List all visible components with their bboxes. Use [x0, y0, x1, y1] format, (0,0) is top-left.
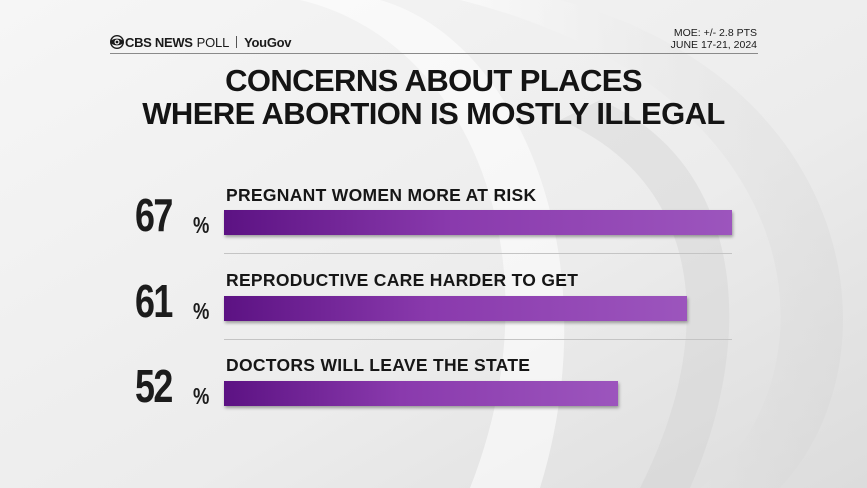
bar-pregnant-women — [224, 210, 732, 235]
category-label-doctors-leave: DOCTORS WILL LEAVE THE STATE — [226, 355, 531, 375]
poll-info: MOE: +/- 2.8 PTS JUNE 17-21, 2024 — [671, 27, 757, 51]
bar-doctors-leave — [224, 381, 618, 406]
data-label-doctors-leave: 52 % — [135, 357, 213, 409]
brand-poll: POLL — [196, 34, 230, 50]
value-label: 67 — [135, 189, 173, 241]
data-label-pregnant-women: 67 % — [135, 186, 213, 238]
bar-reproductive-care — [224, 296, 687, 321]
chart-title-line-1: CONCERNS ABOUT PLACES — [225, 63, 642, 98]
value-label: 52 — [135, 360, 173, 412]
row-divider — [224, 339, 732, 340]
value-label: 61 — [135, 275, 173, 327]
percent-sign: % — [193, 298, 210, 324]
brand-logo: CBS NEWS POLL YouGov — [110, 34, 292, 50]
chart-title-line-2: WHERE ABORTION IS MOSTLY ILLEGAL — [142, 96, 725, 131]
category-label-reproductive-care: REPRODUCTIVE CARE HARDER TO GET — [226, 270, 579, 290]
cbs-eye-icon — [110, 35, 124, 49]
brand-divider — [236, 36, 238, 48]
percent-sign: % — [193, 383, 210, 409]
header-divider — [110, 53, 758, 54]
poll-dates: JUNE 17-21, 2024 — [670, 39, 757, 51]
row-divider — [224, 253, 732, 254]
brand-network: CBS NEWS — [125, 34, 193, 50]
brand-partner: YouGov — [244, 34, 292, 50]
category-label-pregnant-women: PREGNANT WOMEN MORE AT RISK — [226, 185, 537, 205]
margin-of-error: MOE: +/- 2.8 PTS — [673, 27, 757, 39]
percent-sign: % — [193, 212, 210, 238]
data-label-reproductive-care: 61 % — [135, 272, 213, 324]
